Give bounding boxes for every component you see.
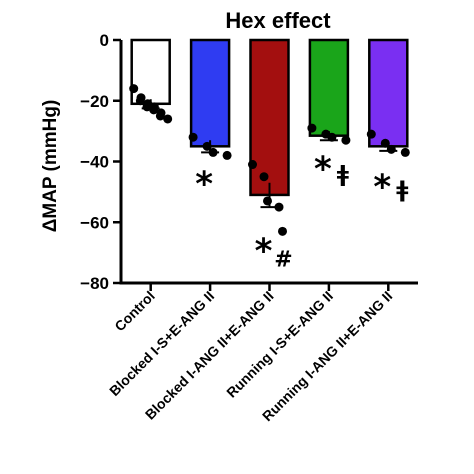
y-tick-label: −80 <box>80 274 109 293</box>
data-point <box>155 111 165 121</box>
data-point <box>163 114 173 124</box>
y-tick-label: −40 <box>80 153 109 172</box>
significance-marker: * <box>314 149 332 189</box>
significance-marker: # <box>274 248 292 273</box>
data-point <box>307 123 317 133</box>
category-label-3: Running I-S+E-ANG II <box>223 288 336 401</box>
data-point <box>129 84 139 94</box>
significance-marker: ǂ <box>396 178 408 203</box>
data-point <box>386 144 396 154</box>
data-point <box>222 150 232 160</box>
bar-1 <box>189 38 231 148</box>
data-point <box>366 129 376 139</box>
category-label-1: Blocked I-S+E-ANG II <box>106 288 217 399</box>
data-point <box>202 141 212 151</box>
data-point <box>400 147 410 157</box>
data-points <box>129 84 410 236</box>
bar-4 <box>368 38 409 148</box>
data-point <box>380 138 390 148</box>
significance-marker: * <box>373 168 391 208</box>
category-label-0: Control <box>111 288 158 335</box>
x-axis <box>119 281 418 291</box>
data-point <box>327 132 337 142</box>
y-axis-label: ΔMAP (mmHg) <box>40 100 61 233</box>
bar-3 <box>308 38 350 137</box>
data-point <box>149 105 159 115</box>
data-point <box>188 132 198 142</box>
y-axis: 0 −20 −40 −60 −80 <box>80 31 123 293</box>
significance-marker: ǂ <box>337 163 349 188</box>
data-point <box>259 172 269 182</box>
bars <box>130 38 409 197</box>
y-tick-label: −20 <box>80 92 109 111</box>
data-point <box>248 160 257 170</box>
y-tick-label: 0 <box>100 31 109 50</box>
significance-marker: * <box>195 165 213 205</box>
data-point <box>135 96 145 106</box>
category-label-4: Running I-ANG II+E-ANG II <box>259 288 395 424</box>
data-point <box>274 202 284 212</box>
bar-0 <box>130 38 171 106</box>
y-tick-label: −60 <box>80 213 109 232</box>
significance-marker: * <box>255 231 273 271</box>
significance-markers: ** #* ǂ * ǂ <box>195 149 408 272</box>
data-point <box>278 226 287 236</box>
chart-title: Hex effect <box>225 8 331 33</box>
data-point <box>263 196 272 206</box>
data-point <box>208 147 218 157</box>
bar-2 <box>249 38 290 197</box>
data-point <box>341 135 351 145</box>
